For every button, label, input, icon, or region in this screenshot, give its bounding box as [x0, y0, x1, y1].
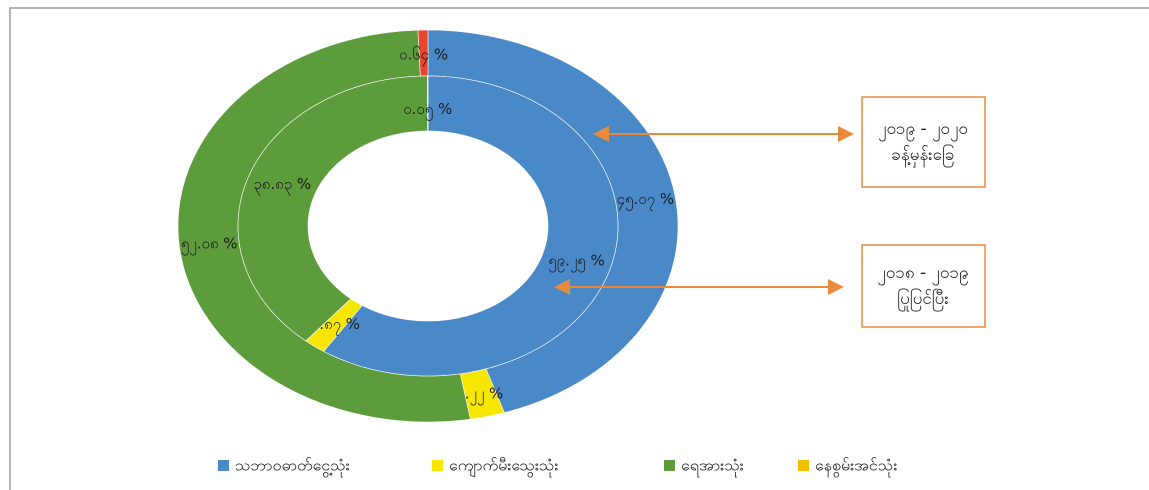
data-label: ၀.၆၄ % [399, 46, 448, 67]
data-label: ၅၉.၂၅ % [548, 252, 604, 273]
callout-text: ခန့်မှန်းခြေ [891, 143, 954, 168]
callout-text: ၂၀၁၉ - ၂၀၂၀ [878, 119, 968, 142]
donut-segment [427, 75, 429, 132]
data-label: ၂.၂၂ % [457, 385, 503, 406]
data-label: ၃၈.၈၃ % [253, 175, 311, 196]
data-label: ၀.၀၅ % [403, 100, 452, 121]
legend-swatch [218, 460, 229, 471]
frame [9, 7, 1149, 490]
callout-box [861, 96, 986, 188]
legend-swatch [432, 460, 443, 471]
callout-box [861, 244, 986, 328]
legend-label: ကျောက်မီးသွေးသုံး [449, 456, 558, 478]
callout-text: ပြုပြင်ပြီး [897, 287, 948, 312]
legend-label: သဘာဝဓာတ်ငွေ့သုံး [235, 456, 350, 478]
legend-swatch [798, 460, 809, 471]
legend-swatch [664, 460, 675, 471]
data-label: ၅၂.၀၈ % [181, 235, 238, 256]
data-label: ၄၅.၀၇ % [617, 190, 675, 211]
legend-label: နေစွမ်းအင်သုံး [815, 456, 897, 478]
legend-label: ရေအားသုံး [681, 456, 744, 478]
callout-text: ၂၀၁၈ - ၂၀၁၉ [877, 263, 968, 286]
